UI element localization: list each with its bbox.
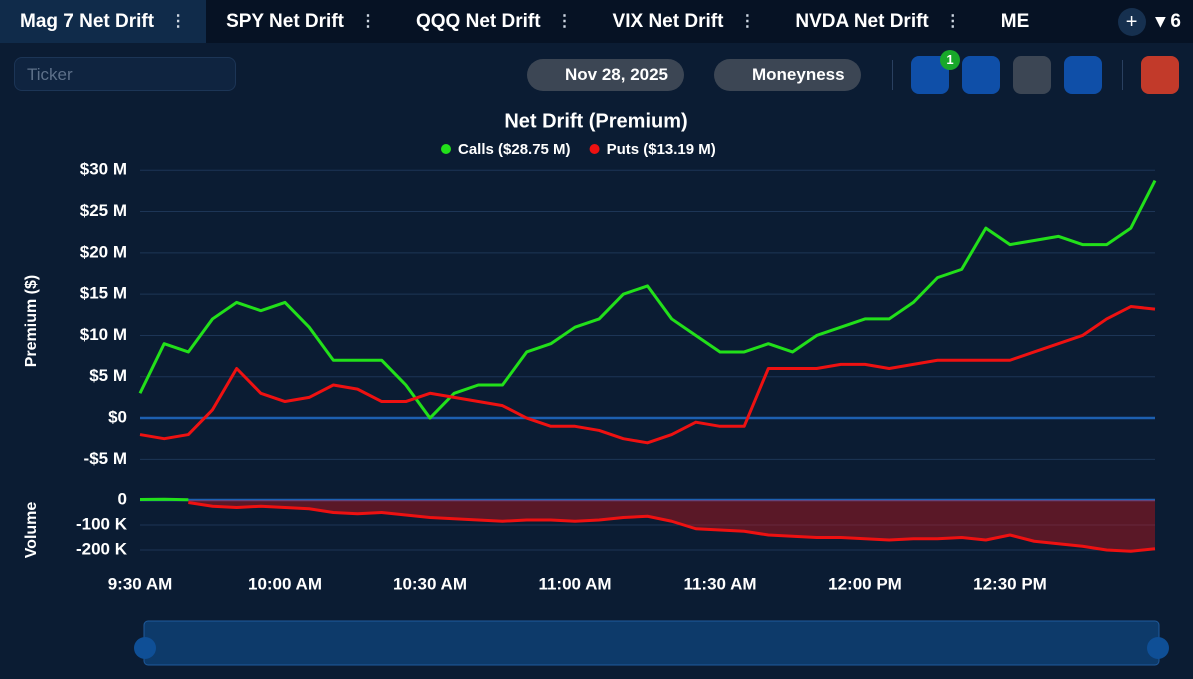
moneyness-button[interactable]: Moneyness [714, 59, 861, 91]
tab[interactable]: Mag 7 Net Drift ⋮ [0, 0, 207, 43]
legend-marker [441, 144, 451, 154]
alert-button[interactable] [962, 56, 1000, 94]
x-tick-label: 9:30 AM [108, 574, 173, 593]
y-axis-label: Volume [23, 502, 40, 559]
line [188, 501, 1156, 553]
y-tick-label: -100 K [76, 514, 128, 533]
tab[interactable]: NVDA Net Drift ⋮ [775, 0, 980, 43]
tab-menu[interactable]: ⋮ [739, 13, 756, 30]
chart-area: Net Drift (Premium) Premium ($) -$5 M $0 $5 … [23, 110, 1169, 666]
slider-handle[interactable] [1147, 637, 1169, 659]
y-tick-label: -$5 M [84, 449, 127, 468]
tab-label: NVDA Net Drift [795, 11, 929, 32]
add-tab[interactable]: + [1117, 7, 1146, 36]
x-tick-label: 10:00 AM [248, 574, 322, 593]
tab-label: QQQ Net Drift [415, 11, 541, 32]
moneyness-text: Moneyness [752, 65, 845, 84]
filter-badge: 1 [940, 50, 960, 70]
tab-count[interactable]: ▾ 6 [1155, 11, 1181, 32]
idea-button[interactable] [1013, 56, 1051, 94]
date-picker[interactable]: Nov 28, 2025 [527, 59, 685, 91]
x-tick-label: 10:30 AM [393, 574, 467, 593]
tab-menu[interactable]: ⋮ [944, 13, 961, 30]
x-tick-label: 11:30 AM [683, 574, 756, 593]
date-text: Nov 28, 2025 [565, 65, 669, 84]
x-tick-label: 12:00 PM [828, 574, 902, 593]
tab[interactable]: VIX Net Drift ⋮ [593, 0, 776, 43]
line [139, 497, 189, 502]
tab-menu[interactable]: ⋮ [556, 13, 573, 30]
tab-label: Mag 7 Net Drift [20, 11, 155, 32]
slider-handle[interactable] [134, 637, 156, 659]
y-tick-label: $25 M [80, 201, 127, 220]
tab[interactable]: ME [981, 0, 1050, 43]
tab-bar: Mag 7 Net Drift ⋮ SPY Net Drift ⋮ QQQ Net Dr… [0, 0, 1193, 43]
legend-label: Puts ($13.19 M) [607, 141, 716, 158]
line [138, 179, 1157, 420]
y-tick-label: $0 [108, 408, 127, 427]
legend-label: Calls ($28.75 M) [458, 141, 571, 158]
tab-controls: + ▾ 6 [1117, 0, 1193, 43]
y-tick-label: -200 K [76, 539, 128, 558]
tab[interactable]: SPY Net Drift ⋮ [206, 0, 396, 43]
x-tick-label: 12:30 PM [973, 574, 1047, 593]
area [188, 500, 1156, 552]
divider [892, 60, 893, 90]
ticker-input[interactable]: Ticker [14, 57, 236, 91]
reset-button[interactable] [1141, 56, 1179, 94]
chart-title: Net Drift (Premium) [504, 110, 687, 132]
y-tick-label: $15 M [80, 284, 127, 303]
y-tick-label: $30 M [80, 160, 127, 179]
legend-marker [589, 144, 600, 154]
divider [1122, 60, 1123, 90]
y-tick-label: $10 M [80, 325, 127, 344]
line [139, 305, 1156, 445]
tab-count-value: 6 [1170, 11, 1181, 32]
x-tick-label: 11:00 AM [538, 574, 611, 593]
chart-button[interactable] [1064, 56, 1102, 94]
y-axis-label: Premium ($) [23, 275, 40, 367]
y-tick-label: $20 M [80, 242, 127, 261]
tab[interactable]: QQQ Net Drift ⋮ [396, 0, 593, 43]
tab-label: SPY Net Drift [226, 11, 344, 32]
tab-menu[interactable]: ⋮ [170, 13, 187, 30]
tab-label: VIX Net Drift [612, 11, 724, 32]
y-tick-label: 0 [118, 489, 127, 508]
range-slider[interactable] [143, 620, 1160, 666]
y-tick-label: $5 M [89, 366, 127, 385]
tab-label: ME [1000, 11, 1030, 32]
tab-menu[interactable]: ⋮ [359, 13, 376, 30]
